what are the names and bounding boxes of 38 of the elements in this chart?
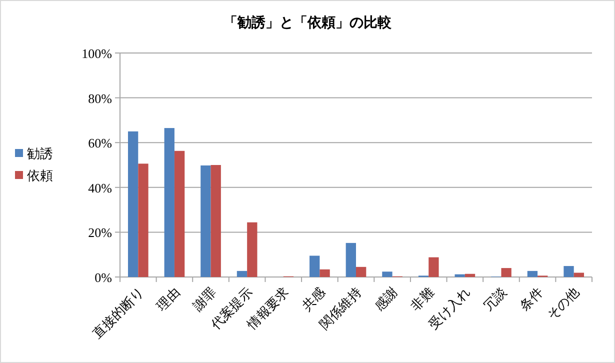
x-tick-label: 冗談 <box>480 284 510 314</box>
x-tick-label: 条件 <box>516 284 546 314</box>
x-tick-label: その他 <box>544 284 582 323</box>
bar <box>564 266 574 277</box>
y-tick-label: 40% <box>88 180 112 196</box>
x-tick-label: 直接的断り <box>90 284 146 342</box>
x-tick-label: 感謝 <box>371 284 400 314</box>
bar <box>210 165 221 277</box>
y-tick-label: 60% <box>88 136 112 151</box>
legend-label: 依頼 <box>27 168 53 183</box>
bar <box>501 268 512 277</box>
legend-label: 勧誘 <box>27 146 53 161</box>
bar <box>356 266 366 277</box>
bar <box>464 274 476 277</box>
y-tick-label: 100% <box>82 46 112 61</box>
x-tick-label: 非難 <box>408 284 437 314</box>
bar <box>382 272 392 277</box>
bar <box>527 270 538 277</box>
bar <box>236 270 248 277</box>
bar <box>128 131 138 277</box>
bar <box>346 242 356 277</box>
bar <box>574 272 584 277</box>
y-tick-label: 80% <box>88 90 112 106</box>
bar <box>174 150 185 277</box>
bar <box>428 257 439 277</box>
bar <box>310 256 320 277</box>
x-tick-label: 謝罪 <box>190 284 219 314</box>
bar <box>247 222 258 277</box>
x-tick-label: 共感 <box>298 284 328 314</box>
bar <box>454 274 465 277</box>
x-tick-label: 理由 <box>154 284 183 314</box>
bar <box>200 165 211 277</box>
y-tick-label: 20% <box>88 225 112 240</box>
bar <box>138 164 148 277</box>
chart-title: 「勧誘」と「依頼」の比較 <box>224 14 392 31</box>
bar <box>320 269 330 277</box>
bar <box>164 128 174 277</box>
y-tick-label: 0% <box>94 270 112 285</box>
